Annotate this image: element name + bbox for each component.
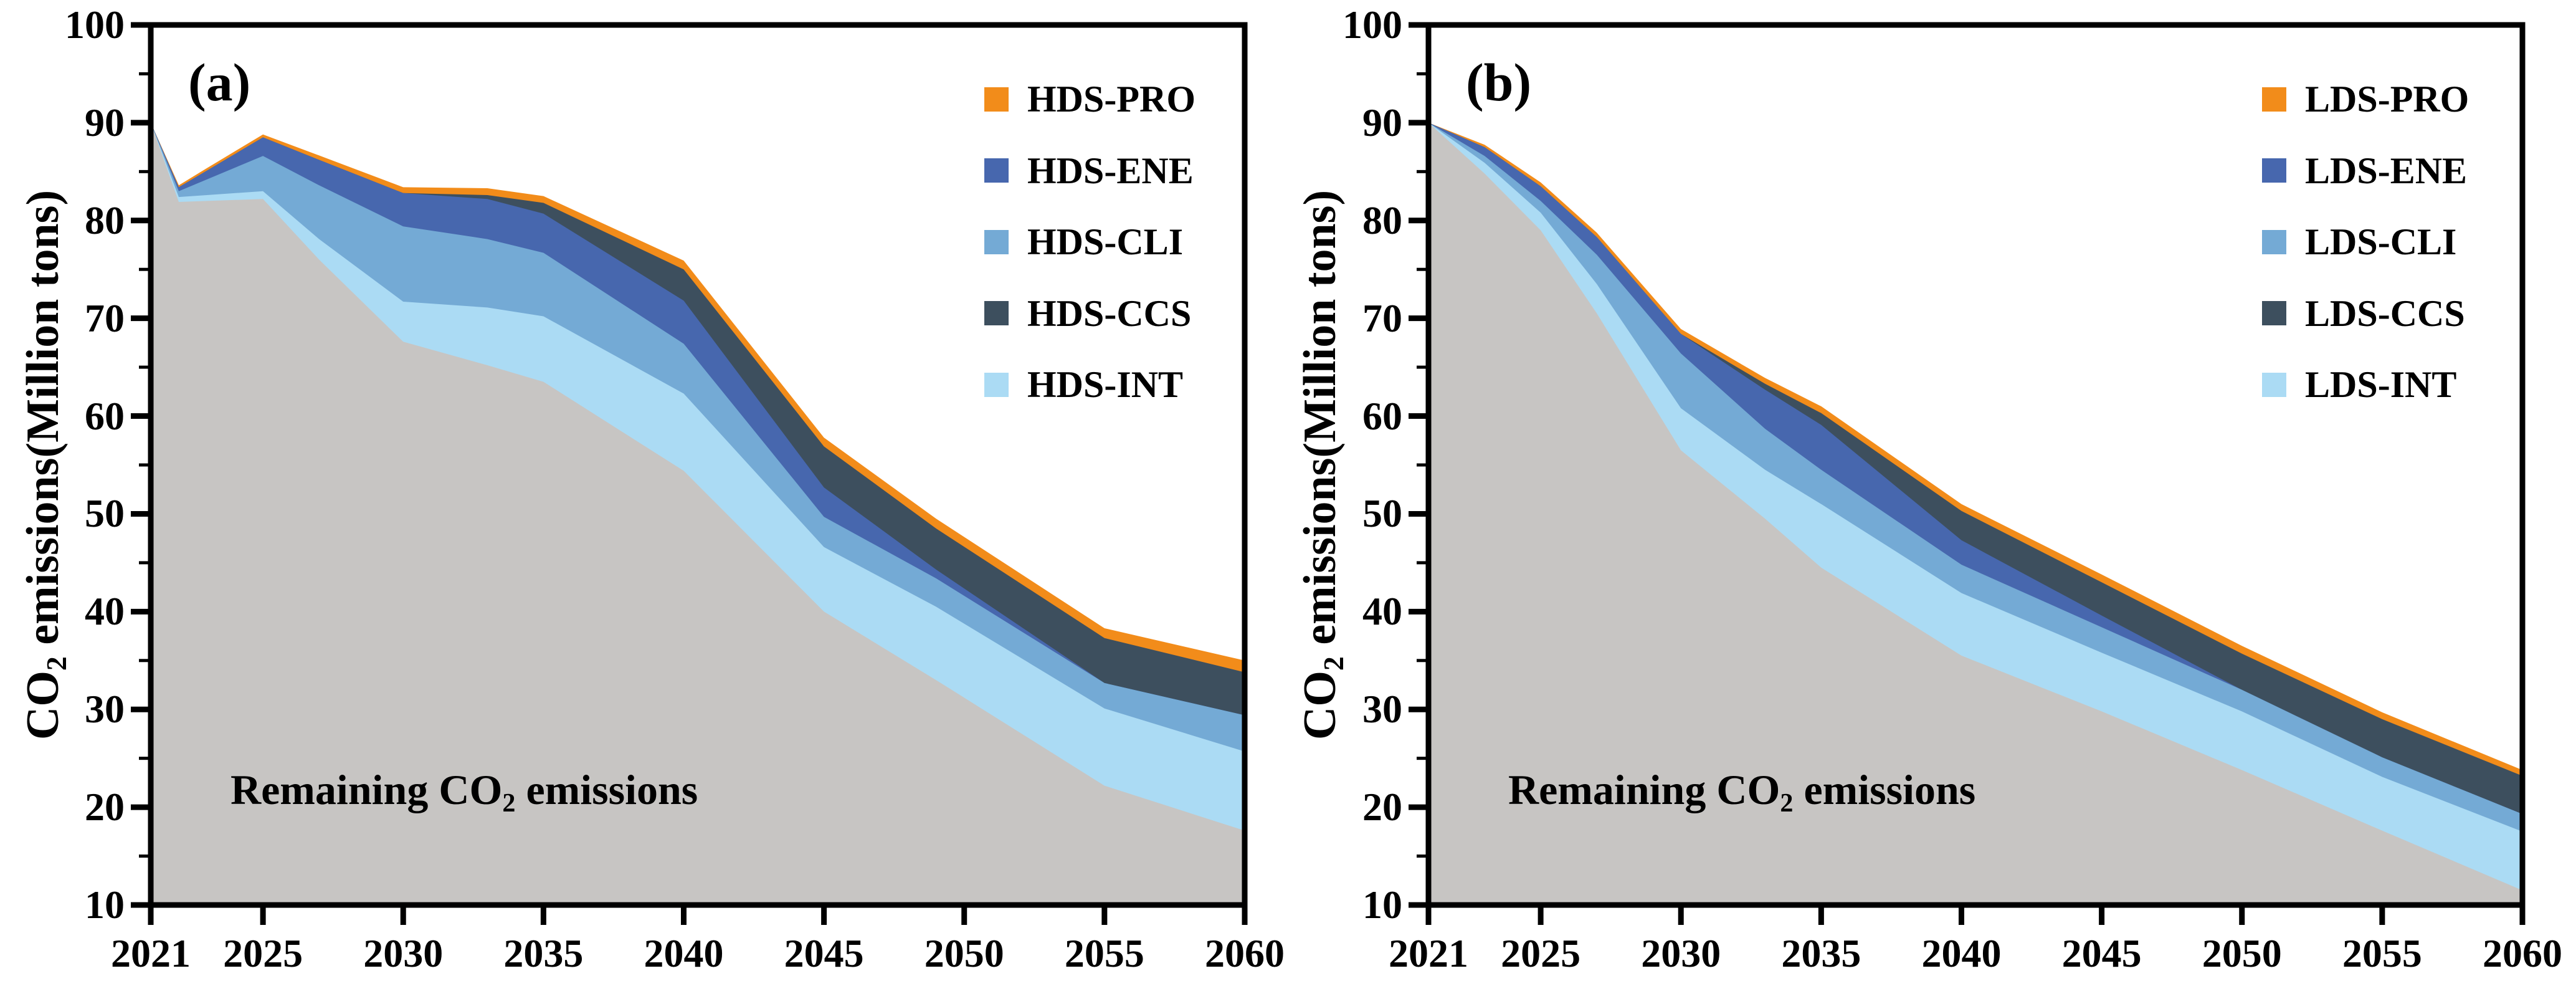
legend-label-hds-ccs: HDS-CCS [1027,292,1192,334]
y-tick-label-30: 30 [1362,687,1402,732]
legend-swatch-hds-int [984,372,1009,397]
remaining-label-subscript: 2 [502,788,516,818]
x-tick-label-2025: 2025 [1501,931,1581,975]
remaining-label-text-rest: emissions [1793,766,1976,813]
x-tick-label-2055: 2055 [2342,931,2422,975]
y-tick-label-50: 50 [1362,491,1402,536]
x-tick-label-2035: 2035 [1781,931,1861,975]
legend-item-hds-pro: HDS-PRO [984,80,1195,118]
x-tick-label-2045: 2045 [784,931,864,975]
y-tick-label-60: 60 [1362,393,1402,438]
legend-item-lds-cli: LDS-CLI [2262,223,2456,261]
stacked-area-plot-a [131,22,1248,925]
y-tick-label-60: 60 [85,393,125,438]
x-tick-label-2060: 2060 [1205,931,1285,975]
remaining-emissions-label-b: Remaining CO2 emissions [1508,765,1975,818]
area-remaining-co2-emissions [1428,122,2522,905]
y-tick-label-40: 40 [85,589,125,634]
plot-border-a [148,22,1248,908]
chart-panel-b: (b) Remaining CO2 emissions LDS-PRO LDS-E… [1343,2,2562,975]
x-tick-label-2060: 2060 [2483,931,2562,975]
y-title-subscript: 2 [1317,656,1349,671]
x-tick-label-2045: 2045 [2061,931,2142,975]
panel-letter-text: (b) [1466,52,1532,112]
legend-swatch-lds-ccs [2262,301,2286,325]
legend-item-lds-ccs: LDS-CCS [2262,295,2465,332]
legend-swatch-lds-ene [2262,158,2286,183]
legend-swatch-hds-pro [984,87,1009,112]
y-title-subscript: 2 [40,656,72,671]
y-axis-title-b: CO2 emissions(Million tons) [1294,190,1350,740]
legend-label-lds-pro: LDS-PRO [2305,79,2469,120]
remaining-label-text: Remaining CO [1508,766,1780,813]
stacked-area-plot-b [1409,22,2526,925]
panel-letter-a: (a) [188,51,250,113]
panel-letter-text: (a) [188,52,251,112]
y-tick-label-90: 90 [85,100,125,145]
y-tick-label-10: 10 [85,883,125,927]
legend-label-hds-int: HDS-INT [1027,364,1184,405]
legend-label-lds-int: LDS-INT [2305,364,2457,405]
x-tick-label-2021: 2021 [1389,931,1468,975]
x-tick-label-2040: 2040 [644,931,724,975]
legend-item-hds-ccs: HDS-CCS [984,295,1191,332]
y-tick-label-90: 90 [1362,100,1402,145]
y-tick-label-50: 50 [85,491,125,536]
y-tick-label-80: 80 [85,198,125,242]
x-tick-label-2025: 2025 [223,931,303,975]
legend-label-hds-ene: HDS-ENE [1027,150,1194,191]
legend-item-hds-ene: HDS-ENE [984,152,1194,189]
remaining-label-text: Remaining CO [231,766,503,813]
legend-swatch-hds-cli [984,229,1009,254]
y-tick-label-100: 100 [65,2,125,47]
legend-label-lds-cli: LDS-CLI [2305,221,2457,262]
area-group-b [1428,122,2522,905]
y-tick-label-100: 100 [1343,2,1402,47]
legend-swatch-lds-int [2262,372,2286,397]
legend-item-lds-pro: LDS-PRO [2262,80,2469,118]
y-tick-label-70: 70 [85,295,125,340]
legend-item-hds-cli: HDS-CLI [984,223,1183,261]
area-group-a [151,122,1245,905]
y-tick-label-10: 10 [1362,883,1402,927]
x-tick-label-2050: 2050 [924,931,1004,975]
area-remaining-co2-emissions [151,122,1245,905]
y-tick-label-80: 80 [1362,198,1402,242]
y-tick-label-20: 20 [85,785,125,830]
y-tick-label-20: 20 [1362,785,1402,830]
y-tick-label-40: 40 [1362,589,1402,634]
legend-item-lds-int: LDS-INT [2262,366,2456,403]
legend-swatch-hds-ene [984,158,1009,183]
x-tick-label-2040: 2040 [1921,931,2002,975]
y-axis-title-a: CO2 emissions(Million tons) [17,190,73,740]
legend-label-hds-cli: HDS-CLI [1027,221,1184,262]
legend-label-lds-ccs: LDS-CCS [2305,292,2465,334]
legend-label-lds-ene: LDS-ENE [2305,150,2468,191]
x-tick-label-2035: 2035 [503,931,584,975]
remaining-emissions-label-a: Remaining CO2 emissions [231,765,698,818]
legend-swatch-lds-cli [2262,229,2286,254]
legend-label-hds-pro: HDS-PRO [1027,79,1195,120]
x-tick-label-2021: 2021 [111,931,191,975]
legend-item-hds-int: HDS-INT [984,366,1183,403]
x-tick-label-2030: 2030 [1641,931,1721,975]
x-tick-label-2030: 2030 [363,931,444,975]
y-tick-label-30: 30 [85,687,125,732]
legend-swatch-lds-pro [2262,87,2286,112]
remaining-label-text-rest: emissions [515,766,698,813]
x-tick-label-2050: 2050 [2202,931,2282,975]
legend-swatch-hds-ccs [984,301,1009,325]
remaining-label-subscript: 2 [1780,788,1794,818]
legend-item-lds-ene: LDS-ENE [2262,152,2467,189]
x-tick-label-2055: 2055 [1064,931,1144,975]
y-tick-label-70: 70 [1362,295,1402,340]
plot-border-b [1425,22,2526,908]
panel-letter-b: (b) [1466,51,1531,113]
chart-panel-a: (a) Remaining CO2 emissions HDS-PRO HDS-E… [65,2,1285,975]
